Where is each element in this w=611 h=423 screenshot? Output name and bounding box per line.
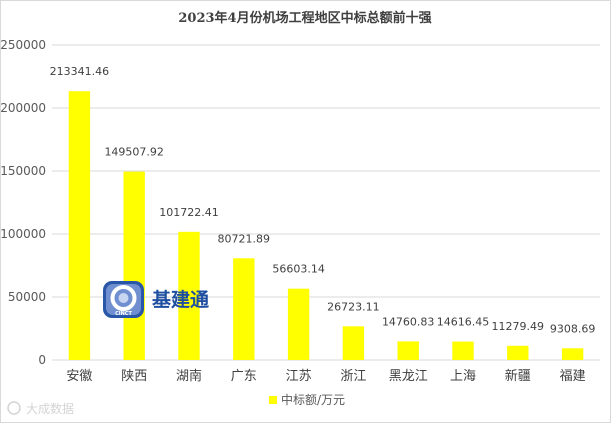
legend: 中标额/万元 xyxy=(269,392,345,407)
bar xyxy=(507,345,529,360)
data-label: 14760.83 xyxy=(382,315,435,328)
data-label: 101722.41 xyxy=(159,206,219,219)
data-label: 213341.46 xyxy=(50,65,110,78)
data-label: 11279.49 xyxy=(492,320,545,333)
bar xyxy=(68,91,91,360)
data-label: 56603.14 xyxy=(272,263,325,276)
x-axis-ticks: 安徽 陕西 湖南 广东 江苏 浙江 黑龙江 上海 新疆 福建 xyxy=(66,368,585,384)
bar xyxy=(342,326,365,360)
data-label: 14616.45 xyxy=(437,316,490,329)
bar xyxy=(233,258,255,360)
bar xyxy=(178,231,200,360)
x-tick-label: 广东 xyxy=(231,369,257,384)
bar xyxy=(397,341,419,360)
x-tick-label: 黑龙江 xyxy=(389,369,428,384)
chart-title: 2023年4月份机场工程地区中标总额前十强 xyxy=(178,10,431,26)
watermark-text: 大成数据 xyxy=(26,401,74,416)
data-labels: 213341.46 149507.92 101722.41 80721.89 56603… xyxy=(50,65,596,335)
watermark: 大成数据 xyxy=(7,401,74,416)
bar xyxy=(287,288,310,360)
x-tick-label: 江苏 xyxy=(286,368,312,384)
bar xyxy=(561,348,584,360)
logo: CINCT 基建通 xyxy=(103,281,210,318)
legend-label: 中标额/万元 xyxy=(281,392,345,407)
x-tick-label: 安徽 xyxy=(66,369,92,384)
data-label: 26723.11 xyxy=(327,300,380,313)
y-axis-ticks: 0 50000 100000 150000 200000 250000 xyxy=(0,38,46,367)
y-tick-label: 200000 xyxy=(0,101,46,115)
y-tick-label: 0 xyxy=(38,353,46,367)
data-label: 9308.69 xyxy=(550,322,596,335)
x-tick-label: 新疆 xyxy=(505,368,531,384)
bar xyxy=(452,341,474,360)
data-label: 149507.92 xyxy=(104,146,164,159)
logo-text: 基建通 xyxy=(151,288,210,311)
x-tick-label: 福建 xyxy=(560,369,586,384)
x-tick-label: 陕西 xyxy=(121,369,147,384)
y-tick-label: 150000 xyxy=(0,164,46,178)
logo-badge-text: CINCT xyxy=(115,311,132,317)
data-label: 80721.89 xyxy=(218,232,271,245)
cinct-badge-icon: CINCT xyxy=(103,281,144,318)
y-tick-label: 50000 xyxy=(8,290,46,304)
legend-swatch xyxy=(269,396,277,404)
y-tick-label: 250000 xyxy=(0,38,46,52)
watermark-icon xyxy=(7,401,21,415)
x-tick-label: 上海 xyxy=(450,369,476,384)
bar xyxy=(123,171,145,360)
x-tick-label: 浙江 xyxy=(340,369,366,384)
x-tick-label: 湖南 xyxy=(176,368,202,384)
y-tick-label: 100000 xyxy=(0,227,46,241)
